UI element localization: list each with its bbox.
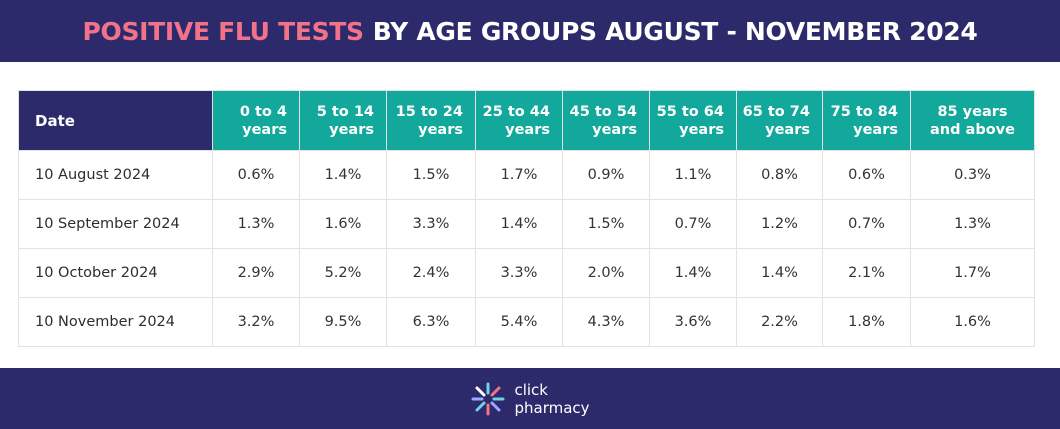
value-cell: 6.3% (386, 297, 476, 347)
date-cell: 10 August 2024 (18, 150, 213, 200)
value-cell: 2.0% (562, 248, 650, 298)
value-cell: 1.6% (910, 297, 1035, 347)
header-line: 15 to 24 (395, 103, 463, 120)
header-line: years (329, 121, 374, 138)
value-cell: 0.7% (649, 199, 737, 249)
column-header: 0 to 4 years (212, 90, 300, 151)
value-cell: 2.2% (736, 297, 823, 347)
value-cell: 4.3% (562, 297, 650, 347)
header-line: 0 to 4 (239, 103, 287, 120)
header-line: 75 to 84 (830, 103, 898, 120)
row: 10 September 2024 1.3% 1.6% 3.3% 1.4% 1.5% 0.7… (18, 199, 1035, 249)
header-row: Date 0 to 4 years 5 to 14 years 15 to 24 years… (18, 90, 1035, 151)
column-header: 75 to 84 years (822, 90, 911, 151)
logo-icon (471, 382, 505, 415)
value-cell: 1.8% (822, 297, 911, 347)
header-line: years (418, 121, 463, 138)
value-cell: 1.3% (910, 199, 1035, 249)
column-header: 5 to 14 years (299, 90, 387, 151)
value-cell: 1.4% (299, 150, 387, 200)
header-line: years (592, 121, 637, 138)
date-cell: 10 September 2024 (18, 199, 213, 249)
date-cell: 10 October 2024 (18, 248, 213, 298)
value-cell: 1.5% (386, 150, 476, 200)
value-cell: 0.6% (212, 150, 300, 200)
header-line: 5 to 14 (316, 103, 374, 120)
header-line: years (505, 121, 550, 138)
date-cell: 10 November 2024 (18, 297, 213, 347)
value-cell: 1.4% (649, 248, 737, 298)
column-header: 25 to 44 years (475, 90, 563, 151)
header-line: 45 to 54 (569, 103, 637, 120)
header-line: years (679, 121, 724, 138)
value-cell: 0.9% (562, 150, 650, 200)
value-cell: 0.8% (736, 150, 823, 200)
brand: click pharmacy (514, 381, 589, 417)
brand-line: pharmacy (514, 398, 590, 417)
value-cell: 1.4% (475, 199, 563, 249)
value-cell: 5.4% (475, 297, 563, 347)
column-header: 55 to 64 years (649, 90, 737, 151)
value-cell: 1.5% (562, 199, 650, 249)
value-cell: 2.1% (822, 248, 911, 298)
header-line: years (765, 121, 810, 138)
value-cell: 1.3% (212, 199, 300, 249)
value-cell: 0.3% (910, 150, 1035, 200)
value-cell: 1.7% (910, 248, 1035, 298)
value-cell: 2.9% (212, 248, 300, 298)
column-header: 15 to 24 years (386, 90, 476, 151)
value-cell: 2.4% (386, 248, 476, 298)
header-line: 55 to 64 (656, 103, 724, 120)
title-highlight: POSITIVE FLU TESTS (82, 16, 364, 46)
value-cell: 1.2% (736, 199, 823, 249)
header-line: 65 to 74 (742, 103, 810, 120)
column-header: 65 to 74 years (736, 90, 823, 151)
value-cell: 3.2% (212, 297, 300, 347)
table: Date 0 to 4 years 5 to 14 years 15 to 24 years… (18, 90, 1035, 347)
title: BY AGE GROUPS AUGUST - NOVEMBER 2024 (372, 16, 978, 46)
header-line: Date (35, 111, 75, 130)
column-header: Date (18, 90, 213, 151)
value-cell: 3.6% (649, 297, 737, 347)
header-line: 25 to 44 (482, 103, 550, 120)
header-line: 85 years (937, 103, 1008, 120)
value-cell: 9.5% (299, 297, 387, 347)
value-cell: 0.6% (822, 150, 911, 200)
value-cell: 3.3% (386, 199, 476, 249)
column-header: 85 years and above (910, 90, 1035, 151)
header-line: years (242, 121, 287, 138)
value-cell: 0.7% (822, 199, 911, 249)
value-cell: 5.2% (299, 248, 387, 298)
column-header: 45 to 54 years (562, 90, 650, 151)
value-cell: 1.1% (649, 150, 737, 200)
value-cell: 1.7% (475, 150, 563, 200)
row: 10 August 2024 0.6% 1.4% 1.5% 1.7% 0.9% 1.1% 0.… (18, 150, 1035, 200)
value-cell: 3.3% (475, 248, 563, 298)
header: POSITIVE FLU TESTS BY AGE GROUPS AUGUST … (0, 0, 1060, 62)
row: 10 November 2024 3.2% 9.5% 6.3% 5.4% 4.3% 3.6%… (18, 297, 1035, 347)
value-cell: 1.4% (736, 248, 823, 298)
row: 10 October 2024 2.9% 5.2% 2.4% 3.3% 2.0% 1.4% 1… (18, 248, 1035, 298)
header-line: and above (930, 121, 1015, 138)
value-cell: 1.6% (299, 199, 387, 249)
brand-line: click (514, 380, 548, 399)
footer: click pharmacy (0, 368, 1060, 429)
header-line: years (853, 121, 898, 138)
